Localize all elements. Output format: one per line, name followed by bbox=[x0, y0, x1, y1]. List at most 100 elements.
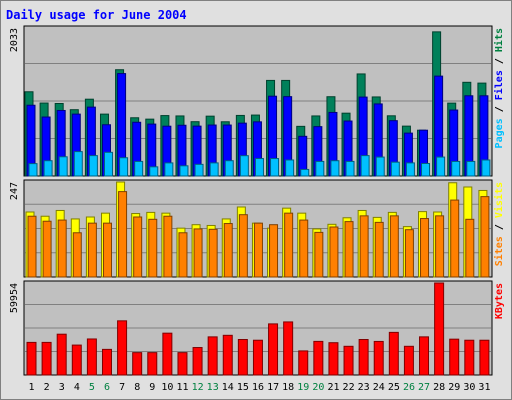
bar-visits-sites-day-30 bbox=[465, 218, 475, 278]
bar-kbytes-kbytes-day-13 bbox=[207, 336, 218, 376]
bar-hits-pages-day-29 bbox=[451, 160, 461, 177]
bar-visits-sites-day-11 bbox=[178, 232, 188, 278]
bar-visits-sites-day-17 bbox=[269, 224, 279, 278]
x-tick-label-day-14: 14 bbox=[222, 382, 234, 393]
bar-visits-sites-day-28 bbox=[435, 215, 445, 278]
x-tick-label-day-2: 2 bbox=[44, 382, 50, 393]
bar-kbytes-kbytes-day-3 bbox=[56, 333, 67, 376]
bar-visits-sites-day-19 bbox=[299, 219, 309, 278]
legend-separator: / bbox=[494, 218, 505, 236]
x-tick-label-day-3: 3 bbox=[59, 382, 65, 393]
bar-kbytes-kbytes-day-28 bbox=[434, 282, 445, 376]
x-tick-label-day-20: 20 bbox=[312, 382, 324, 393]
bar-kbytes-kbytes-day-21 bbox=[328, 342, 339, 376]
bar-hits-pages-day-10 bbox=[164, 162, 174, 177]
bar-hits-pages-day-16 bbox=[254, 158, 264, 177]
bar-hits-pages-day-23 bbox=[360, 155, 370, 177]
bar-hits-pages-day-25 bbox=[390, 161, 400, 177]
legend-item-kbytes: KBytes bbox=[494, 283, 505, 319]
legend-item-pages: Pages bbox=[494, 118, 505, 148]
y-max-label-visits: 247 bbox=[9, 182, 20, 200]
bar-kbytes-kbytes-day-4 bbox=[71, 344, 82, 376]
bar-hits-pages-day-21 bbox=[330, 160, 340, 177]
bar-visits-sites-day-23 bbox=[359, 215, 369, 278]
x-tick-label-day-12: 12 bbox=[192, 382, 204, 393]
bar-kbytes-kbytes-day-24 bbox=[373, 340, 384, 376]
bar-kbytes-kbytes-day-19 bbox=[298, 350, 309, 376]
x-tick-label-day-22: 22 bbox=[343, 382, 355, 393]
bar-visits-sites-day-26 bbox=[404, 229, 414, 278]
bar-visits-sites-day-25 bbox=[389, 215, 399, 278]
x-tick-label-day-7: 7 bbox=[119, 382, 125, 393]
legend-item-sites: Sites bbox=[493, 236, 505, 266]
bar-hits-pages-day-13 bbox=[209, 162, 219, 177]
x-tick-label-day-25: 25 bbox=[388, 382, 400, 393]
x-tick-label-day-24: 24 bbox=[373, 382, 385, 393]
bar-kbytes-kbytes-day-30 bbox=[464, 339, 475, 376]
bar-hits-pages-day-15 bbox=[239, 155, 249, 177]
bar-hits-pages-day-6 bbox=[103, 151, 113, 177]
y-max-label-hits: 2033 bbox=[9, 28, 20, 52]
bar-visits-sites-day-10 bbox=[163, 215, 173, 278]
bar-kbytes-kbytes-day-22 bbox=[343, 345, 354, 376]
x-tick-label-day-26: 26 bbox=[403, 382, 415, 393]
bar-visits-sites-day-1 bbox=[27, 215, 37, 278]
x-tick-label-day-30: 30 bbox=[463, 382, 475, 393]
bar-hits-pages-day-5 bbox=[88, 155, 98, 177]
bar-visits-sites-day-12 bbox=[193, 228, 203, 278]
x-tick-label-day-9: 9 bbox=[149, 382, 155, 393]
bar-hits-pages-day-12 bbox=[194, 163, 204, 177]
bar-hits-pages-day-28 bbox=[436, 156, 446, 177]
bar-kbytes-kbytes-day-11 bbox=[177, 352, 188, 376]
x-tick-label-day-13: 13 bbox=[207, 382, 219, 393]
bar-kbytes-kbytes-day-14 bbox=[222, 334, 233, 376]
bar-kbytes-kbytes-day-9 bbox=[147, 352, 158, 376]
bar-visits-sites-day-5 bbox=[87, 222, 97, 278]
bar-visits-sites-day-6 bbox=[102, 222, 112, 278]
bar-hits-pages-day-11 bbox=[179, 165, 189, 177]
bar-visits-sites-day-22 bbox=[344, 221, 354, 278]
bar-kbytes-kbytes-day-8 bbox=[132, 352, 143, 376]
bar-kbytes-kbytes-day-26 bbox=[403, 345, 414, 376]
legend-visits: Sites / Visits bbox=[493, 182, 505, 266]
legend-item-hits: Hits bbox=[493, 28, 505, 52]
bar-kbytes-kbytes-day-6 bbox=[101, 348, 112, 376]
bar-hits-pages-day-18 bbox=[285, 159, 295, 177]
x-tick-label-day-23: 23 bbox=[358, 382, 370, 393]
bar-visits-sites-day-3 bbox=[57, 219, 67, 278]
x-tick-label-day-19: 19 bbox=[297, 382, 309, 393]
bar-kbytes-kbytes-day-16 bbox=[252, 339, 263, 376]
x-tick-label-day-27: 27 bbox=[418, 382, 430, 393]
x-tick-label-day-15: 15 bbox=[237, 382, 249, 393]
legend-separator: / bbox=[494, 100, 505, 118]
bar-kbytes-kbytes-day-7 bbox=[117, 320, 128, 376]
x-tick-label-day-5: 5 bbox=[89, 382, 95, 393]
x-tick-label-day-10: 10 bbox=[161, 382, 173, 393]
y-max-label-kbytes: 59954 bbox=[9, 283, 20, 313]
bar-visits-sites-day-29 bbox=[450, 199, 460, 278]
x-tick-label-day-29: 29 bbox=[448, 382, 460, 393]
bar-visits-sites-day-2 bbox=[42, 220, 52, 278]
x-tick-label-day-17: 17 bbox=[267, 382, 279, 393]
bar-hits-pages-day-19 bbox=[300, 168, 310, 177]
bar-visits-sites-day-18 bbox=[284, 212, 294, 278]
x-tick-label-day-6: 6 bbox=[104, 382, 110, 393]
bar-hits-pages-day-22 bbox=[345, 160, 355, 177]
bar-kbytes-kbytes-day-1 bbox=[26, 341, 37, 376]
bar-hits-pages-day-30 bbox=[466, 160, 476, 177]
x-tick-label-day-8: 8 bbox=[134, 382, 140, 393]
bar-kbytes-kbytes-day-31 bbox=[479, 339, 490, 376]
bar-kbytes-kbytes-day-23 bbox=[358, 339, 369, 376]
bar-visits-sites-day-16 bbox=[253, 222, 263, 278]
bar-kbytes-kbytes-day-12 bbox=[192, 347, 203, 376]
x-tick-label-day-4: 4 bbox=[74, 382, 80, 393]
bar-kbytes-kbytes-day-29 bbox=[449, 338, 460, 376]
legend-item-visits: Visits bbox=[493, 182, 505, 218]
bar-visits-sites-day-13 bbox=[208, 228, 218, 278]
bar-kbytes-kbytes-day-10 bbox=[162, 332, 173, 376]
legend-hits: Pages / Files / Hits bbox=[493, 28, 505, 148]
bar-hits-pages-day-27 bbox=[421, 162, 431, 177]
x-tick-label-day-11: 11 bbox=[176, 382, 188, 393]
bar-visits-sites-day-20 bbox=[314, 231, 324, 278]
bar-visits-sites-day-4 bbox=[72, 232, 82, 278]
